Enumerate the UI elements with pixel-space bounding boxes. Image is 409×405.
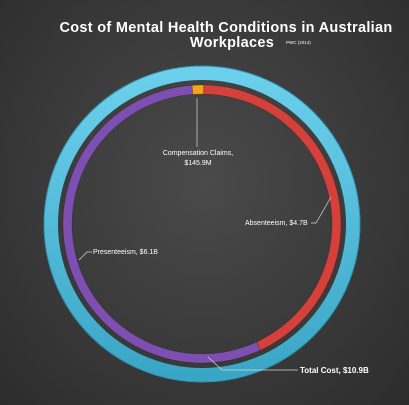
leader-absenteeism [311, 196, 332, 224]
total-cost-ring [44, 66, 360, 382]
label-absenteeism: Absenteeism, $4.7B [245, 220, 308, 227]
slices-group [62, 84, 342, 364]
leader-total [207, 356, 298, 371]
chart-subtitle: PWC (2014) [286, 40, 311, 45]
slice-compensation-claims [191, 84, 204, 95]
label-presenteeism: Presenteeism, $6.1B [93, 249, 158, 256]
label-compensation-line2: $145.9M [184, 160, 211, 167]
leader-presenteeism [78, 251, 92, 261]
chart-title-line1: Cost of Mental Health Conditions in Aust… [59, 20, 392, 36]
chart-title-line2: Workplaces [190, 35, 274, 51]
total-cost-ring-edge [43, 65, 361, 383]
label-total-cost: Total Cost, $10.9B [300, 366, 369, 375]
label-compensation-line1: Compensation Claims, [163, 150, 233, 157]
slice-presenteeism [62, 85, 261, 364]
